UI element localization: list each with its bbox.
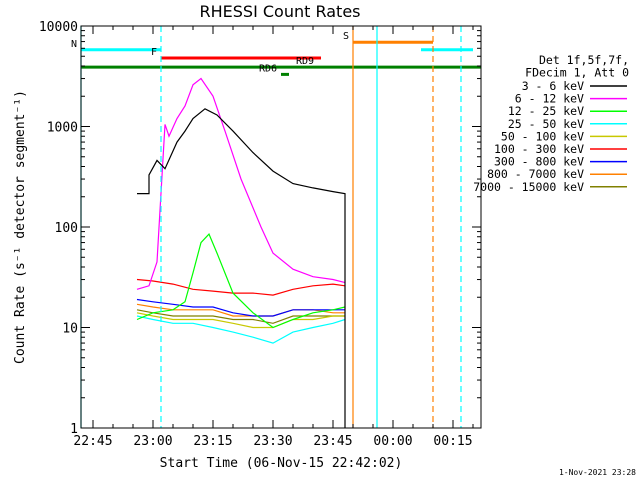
series-lines bbox=[136, 77, 346, 428]
legend-label-100-300-kev: 100 - 300 keV bbox=[494, 142, 584, 156]
legend-header-1: FDecim 1, Att 0 bbox=[525, 66, 629, 80]
y-tick-label-10: 10 bbox=[62, 322, 78, 337]
plot-frame bbox=[80, 25, 482, 429]
legend-label-300-800-kev: 300 - 800 keV bbox=[494, 155, 584, 169]
y-axis-label: Count Rate (s⁻¹ detector segment⁻¹) bbox=[13, 90, 28, 364]
y-tick-label-100: 100 bbox=[55, 221, 78, 236]
x-tick-label-22-45: 22:45 bbox=[73, 434, 112, 449]
series-line-50-100-kev bbox=[136, 312, 345, 329]
legend-label-12-25-kev: 12 - 25 keV bbox=[508, 104, 584, 118]
x-tick-label-00-00: 00:00 bbox=[373, 434, 412, 449]
legend-label-800-7000-kev: 800 - 7000 keV bbox=[487, 167, 584, 181]
legend-label-7000-15000-kev: 7000 - 15000 keV bbox=[473, 180, 584, 194]
legend-label-6-12-kev: 6 - 12 keV bbox=[515, 92, 584, 106]
series-line-100-300-kev bbox=[136, 278, 346, 296]
series-line-3-6-kev bbox=[137, 108, 346, 428]
flag-label-rd9: RD9 bbox=[296, 56, 314, 67]
y-tick-label-1: 1 bbox=[70, 422, 78, 437]
flag-label-s: S bbox=[343, 31, 349, 42]
x-axis-label: Start Time (06-Nov-15 22:42:02) bbox=[160, 456, 403, 471]
timestamp: 1-Nov-2021 23:28 bbox=[559, 468, 636, 477]
x-tick-label-00-15: 00:15 bbox=[433, 434, 472, 449]
flag-label-rd6: RD6 bbox=[259, 63, 277, 74]
y-tick-label-10000: 10000 bbox=[39, 20, 78, 35]
vertical-markers bbox=[80, 26, 462, 428]
flag-label-n: N bbox=[71, 39, 77, 50]
x-tick-label-23-45: 23:45 bbox=[313, 434, 352, 449]
series-line-300-800-kev bbox=[136, 298, 345, 317]
x-axis-ticks: 22:45 23:00 23:15 23:30 23:45 00:00 00:15 bbox=[73, 26, 474, 449]
chart-title: RHESSI Count Rates bbox=[200, 2, 361, 21]
flag-bars: N F S RD9 RD6 bbox=[71, 31, 481, 76]
flag-label-f: F bbox=[151, 47, 157, 58]
legend-label-25-50-kev: 25 - 50 keV bbox=[508, 117, 584, 131]
series-line-12-25-kev bbox=[136, 233, 346, 329]
legend-label-50-100-kev: 50 - 100 keV bbox=[501, 129, 584, 143]
x-tick-label-23-30: 23:30 bbox=[253, 434, 292, 449]
x-tick-label-23-00: 23:00 bbox=[133, 434, 172, 449]
series-line-25-50-kev bbox=[136, 315, 346, 344]
legend-header-0: Det 1f,5f,7f, bbox=[539, 53, 629, 67]
y-axis-ticks: 1 10 100 1000 10000 bbox=[39, 20, 481, 437]
series-line-6-12-kev bbox=[136, 77, 346, 290]
legend-label-3-6-kev: 3 - 6 keV bbox=[522, 79, 584, 93]
series-line-7000-15000-kev bbox=[136, 309, 345, 324]
x-tick-label-23-15: 23:15 bbox=[193, 434, 232, 449]
y-tick-label-1000: 1000 bbox=[47, 121, 78, 136]
